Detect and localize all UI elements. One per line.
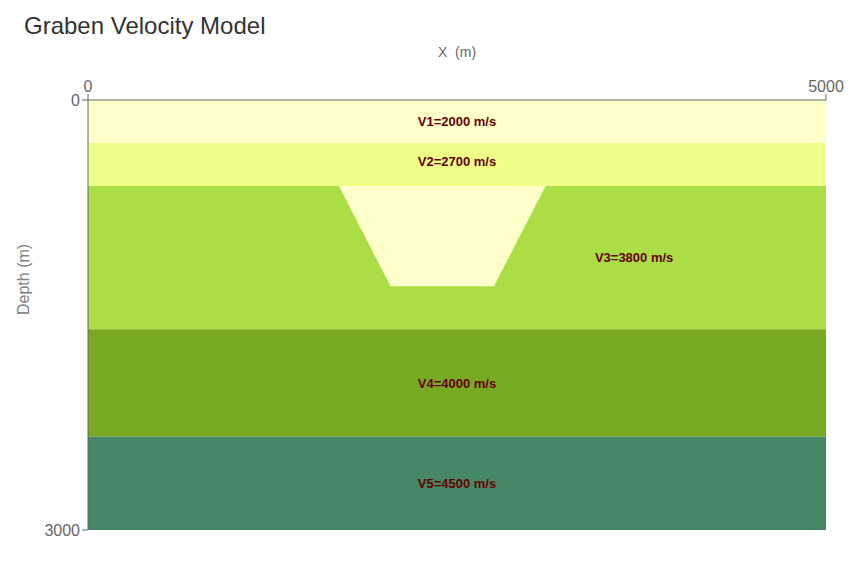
svg-text:V2=2700 m/s: V2=2700 m/s <box>418 154 496 169</box>
svg-text:0: 0 <box>71 92 80 109</box>
svg-text:3000: 3000 <box>44 522 80 539</box>
svg-text:V1=2000 m/s: V1=2000 m/s <box>418 114 496 129</box>
html-text:X (m): X (m) <box>437 44 476 60</box>
svg-text:V5=4500 m/s: V5=4500 m/s <box>418 476 496 491</box>
svg-text:0: 0 <box>84 78 93 95</box>
svg-text:V3=3800 m/s: V3=3800 m/s <box>595 250 673 265</box>
html-text:Graben Velocity Model: Graben Velocity Model <box>24 12 266 39</box>
svg-text:5000: 5000 <box>808 78 844 95</box>
svg-text:V4=4000 m/s: V4=4000 m/s <box>418 376 496 391</box>
svg-text:Depth (m): Depth (m) <box>15 244 32 315</box>
